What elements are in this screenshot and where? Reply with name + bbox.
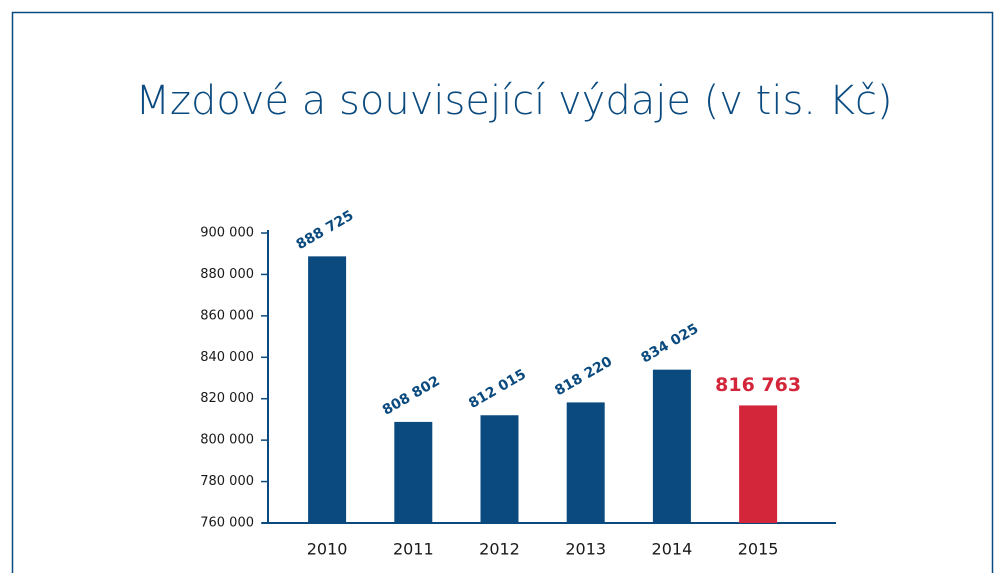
x-tick-label: 2015 (738, 540, 779, 559)
value-label: 818 220 (552, 354, 615, 400)
y-tick-label: 760 000 (200, 516, 254, 531)
frame (11, 11, 994, 573)
x-tick-label: 2012 (479, 540, 520, 559)
bar (566, 402, 605, 523)
x-tick-label: 2013 (565, 540, 606, 559)
bar (394, 421, 433, 523)
x-tick-label: 2011 (393, 540, 434, 559)
bar (652, 369, 691, 523)
x-tick-label: 2010 (307, 540, 348, 559)
value-label: 834 025 (638, 321, 701, 367)
chart-title: Mzdové a související výdaje (v tis. Kč) (135, 78, 892, 124)
y-tick-label: 820 000 (200, 391, 254, 406)
bar (739, 405, 778, 523)
y-tick-label: 840 000 (200, 350, 254, 365)
value-label: 888 725 (294, 208, 357, 254)
bar (480, 415, 519, 523)
y-tick-label: 880 000 (200, 267, 254, 282)
value-label: 816 763 (715, 374, 801, 396)
y-tick-label: 860 000 (200, 308, 254, 323)
y-tick-label: 780 000 (200, 474, 254, 489)
value-label: 812 015 (466, 366, 529, 412)
value-label: 808 802 (380, 373, 443, 419)
y-tick-label: 800 000 (200, 433, 254, 448)
bar (308, 256, 347, 523)
x-tick-label: 2014 (652, 540, 693, 559)
y-tick-label: 900 000 (200, 226, 254, 241)
